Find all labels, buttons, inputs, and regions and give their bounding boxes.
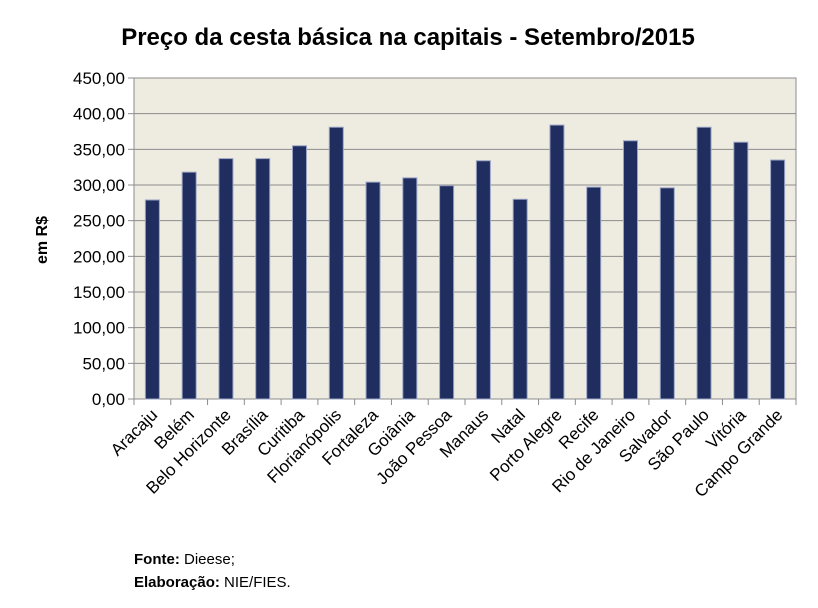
bar (181, 171, 197, 400)
y-tick-label: 50,00 (82, 354, 125, 373)
bar (696, 126, 712, 400)
bar (402, 177, 418, 400)
bar (475, 160, 491, 400)
bar (292, 145, 307, 400)
chart-footnotes: Fonte: Dieese; Elaboração: NIE/FIES. (134, 548, 291, 594)
bar-series (144, 124, 786, 400)
y-tick-label: 350,00 (73, 140, 125, 159)
plot-background (133, 77, 797, 400)
credit-label: Elaboração: (134, 574, 220, 591)
source-line: Fonte: Dieese; (134, 548, 291, 571)
bar (218, 158, 234, 400)
y-tick-label: 200,00 (73, 247, 125, 266)
bar (733, 141, 749, 400)
bar (623, 140, 638, 400)
plot-area (133, 77, 797, 400)
bar (255, 158, 271, 400)
y-tick-label: 400,00 (73, 105, 125, 124)
bar (770, 159, 786, 400)
y-tick-label: 150,00 (73, 283, 125, 302)
y-axis-label: em R$ (34, 216, 51, 264)
y-tick-label: 100,00 (73, 319, 125, 338)
y-tick-label: 0,00 (92, 390, 125, 409)
source-value: Dieese; (184, 551, 235, 568)
bar (586, 186, 602, 400)
bar (144, 199, 160, 400)
credit-value: NIE/FIES. (224, 574, 291, 591)
bar (365, 181, 381, 400)
bar (439, 185, 455, 400)
credit-line: Elaboração: NIE/FIES. (134, 571, 291, 594)
x-tick-label: Aracaju (107, 405, 161, 459)
bar-chart: Preço da cesta básica na capitais - Sete… (34, 24, 797, 501)
bar (512, 198, 528, 400)
y-tick-label: 450,00 (73, 69, 125, 88)
bar (549, 124, 565, 400)
source-label: Fonte: (134, 551, 180, 568)
chart-title: Preço da cesta básica na capitais - Sete… (121, 24, 695, 51)
y-axis-ticks: 0,00 50,00 100,00 150,00 200,00 250,00 300,00 3… (73, 69, 134, 409)
bar (659, 187, 675, 400)
y-tick-label: 300,00 (73, 176, 125, 195)
y-tick-label: 250,00 (73, 212, 125, 231)
bar (328, 126, 344, 400)
